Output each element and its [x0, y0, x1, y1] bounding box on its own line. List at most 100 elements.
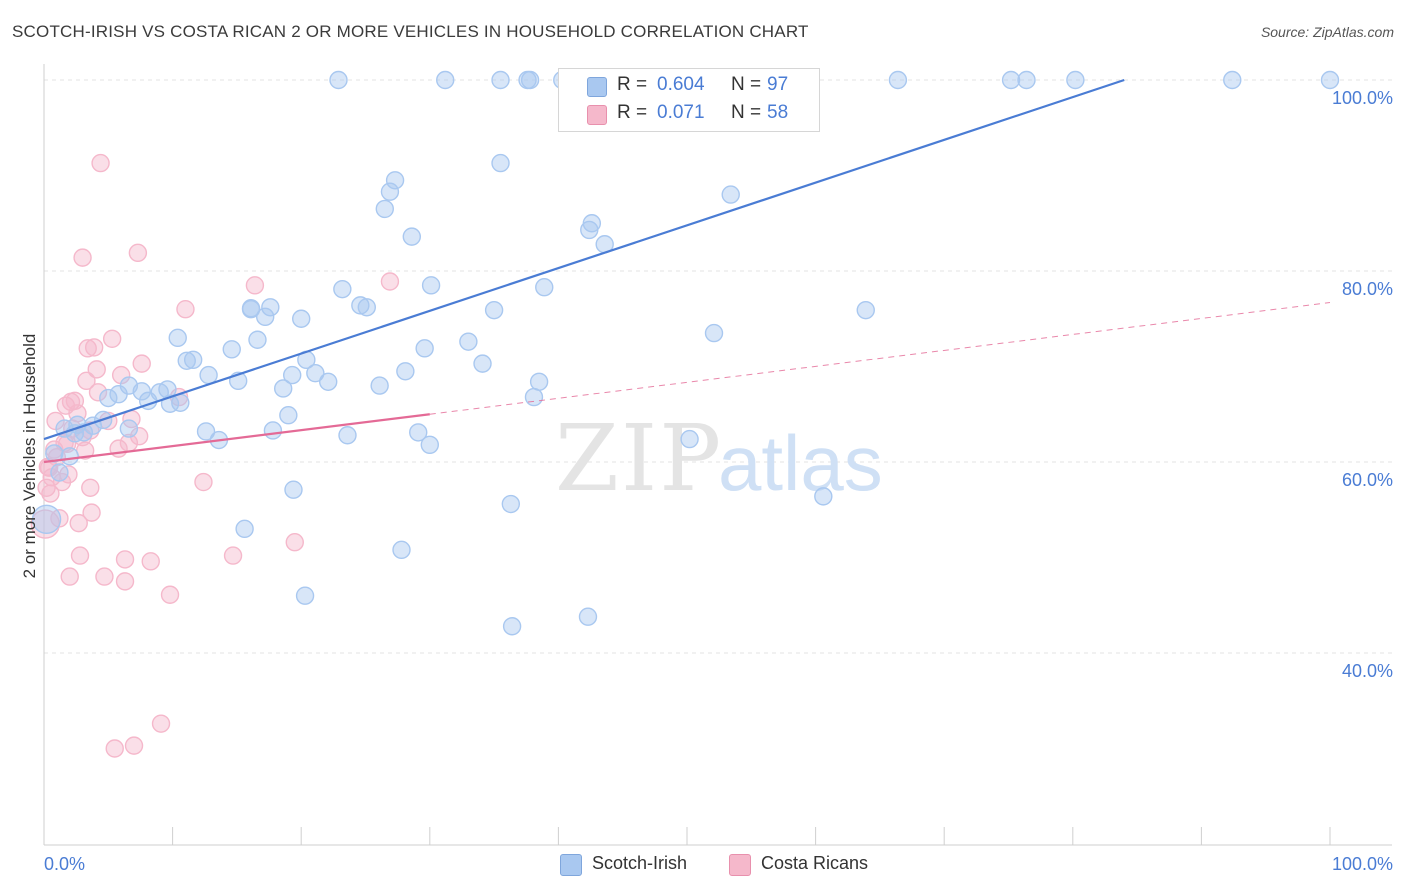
y-tick-label: 80.0% — [1342, 279, 1393, 299]
data-point-costa-ricans — [78, 339, 97, 358]
data-point-scotch-irish — [248, 330, 267, 349]
axes — [43, 64, 1392, 846]
data-point-scotch-irish — [370, 376, 389, 395]
data-point-scotch-irish — [524, 387, 544, 407]
data-point-scotch-irish — [132, 382, 151, 401]
data-point-scotch-irish — [520, 70, 540, 90]
data-point-scotch-irish — [261, 298, 280, 317]
watermark: ZIP atlas — [555, 405, 883, 512]
data-point-costa-ricans — [73, 248, 92, 267]
data-point-scotch-irish — [409, 423, 428, 442]
data-point-costa-ricans — [245, 276, 265, 295]
data-point-scotch-irish — [235, 519, 254, 539]
data-point-scotch-irish — [491, 153, 510, 173]
legend-n-value: 58 — [767, 102, 789, 123]
data-point-costa-ricans — [59, 465, 78, 484]
trend-lines — [43, 78, 1331, 464]
data-point-costa-ricans — [160, 585, 180, 604]
data-point-scotch-irish — [459, 332, 478, 351]
data-point-costa-ricans — [151, 714, 171, 733]
legend-label: Scotch-Irish — [592, 853, 688, 873]
legend-label: Costa Ricans — [761, 853, 869, 873]
data-point-costa-ricans — [115, 550, 135, 569]
data-point-scotch-irish — [578, 607, 598, 626]
legend-swatch-blue — [587, 77, 607, 97]
gridlines — [44, 79, 1392, 654]
data-point-scotch-irish — [177, 351, 196, 370]
data-point-costa-ricans — [223, 546, 243, 565]
data-point-scotch-irish — [380, 182, 400, 201]
data-point-scotch-irish — [357, 298, 376, 317]
watermark-zip: ZIP — [555, 405, 723, 512]
data-point-scotch-irish — [295, 586, 315, 605]
y-tick-label: 100.0% — [1332, 88, 1393, 108]
legend-swatch-blue — [560, 854, 582, 876]
data-point-costa-ricans — [84, 338, 104, 357]
legend-r-label: R = — [617, 102, 648, 123]
data-point-scotch-irish — [306, 363, 325, 383]
data-point-scotch-irish — [415, 339, 434, 358]
data-point-costa-ricans — [194, 472, 213, 492]
data-point-scotch-irish — [1017, 70, 1036, 90]
data-point-scotch-irish — [319, 372, 338, 391]
data-point-costa-ricans — [115, 572, 135, 591]
data-point-costa-ricans — [124, 736, 144, 755]
legend-n-label: N = — [731, 74, 762, 95]
chart-title: SCOTCH-IRISH VS COSTA RICAN 2 OR MORE VE… — [12, 22, 809, 41]
data-point-scotch-irish — [856, 300, 875, 320]
data-point-scotch-irish — [329, 70, 348, 90]
data-point-scotch-irish — [535, 278, 554, 297]
data-point-scotch-irish — [502, 617, 522, 636]
y-tick-label: 40.0% — [1342, 661, 1393, 681]
x-tick-label: 100.0% — [1332, 854, 1393, 874]
data-point-scotch-irish — [385, 171, 405, 190]
data-point-costa-ricans — [70, 546, 90, 565]
watermark-atlas: atlas — [718, 419, 883, 507]
legend-n-label: N = — [731, 102, 762, 123]
data-point-costa-ricans — [91, 153, 110, 173]
data-point-scotch-irish — [241, 300, 261, 319]
data-point-scotch-irish — [375, 199, 394, 219]
legend-row-scotch-irish: R = 0.604 N = 97 — [559, 71, 819, 99]
data-point-costa-ricans — [81, 478, 100, 497]
legend-row-costa-ricans: R = 0.071 N = 58 — [559, 99, 819, 127]
data-point-scotch-irish — [680, 429, 699, 449]
data-point-scotch-irish — [420, 435, 439, 455]
data-point-scotch-irish — [351, 296, 370, 315]
trend-line-costa-ricans-extension — [429, 302, 1331, 415]
data-point-scotch-irish — [60, 447, 79, 466]
trend-line-costa-ricans — [43, 413, 430, 464]
y-tick-label: 60.0% — [1342, 470, 1393, 490]
data-point-costa-ricans — [77, 371, 96, 391]
data-point-scotch-irish — [582, 214, 602, 233]
data-point-scotch-irish — [50, 463, 69, 482]
data-point-costa-ricans — [87, 360, 106, 379]
data-point-costa-ricans — [141, 552, 160, 571]
trend-line-scotch-irish — [43, 78, 1125, 441]
data-point-scotch-irish — [199, 365, 218, 385]
correlation-legend: R = 0.604 N = 97 R = 0.071 N = 58 — [558, 68, 820, 132]
data-point-costa-ricans — [60, 567, 79, 586]
data-point-costa-ricans — [380, 272, 400, 291]
data-point-scotch-irish — [1001, 70, 1021, 90]
series-costa-ricans — [30, 153, 400, 758]
x-tick-label: 0.0% — [44, 854, 85, 874]
data-point-costa-ricans — [105, 739, 124, 758]
data-point-scotch-irish — [704, 323, 724, 343]
data-point-scotch-irish — [814, 487, 833, 506]
data-point-scotch-irish — [1066, 70, 1085, 90]
data-point-costa-ricans — [82, 503, 101, 522]
data-point-costa-ricans — [128, 243, 148, 263]
data-point-scotch-irish — [338, 426, 357, 445]
data-point-scotch-irish — [501, 494, 521, 514]
data-point-scotch-irish — [396, 362, 415, 381]
data-point-scotch-irish — [392, 540, 411, 560]
legend-r-value: 0.071 — [657, 102, 705, 123]
data-point-scotch-irish — [333, 279, 352, 299]
y-axis-label: 2 or more Vehicles in Household — [20, 334, 39, 579]
legend-r-value: 0.604 — [657, 74, 705, 95]
chart-source: Source: ZipAtlas.com — [1260, 24, 1394, 40]
data-point-scotch-irish — [31, 504, 62, 534]
data-point-scotch-irish — [99, 388, 118, 408]
data-point-scotch-irish — [263, 421, 283, 440]
